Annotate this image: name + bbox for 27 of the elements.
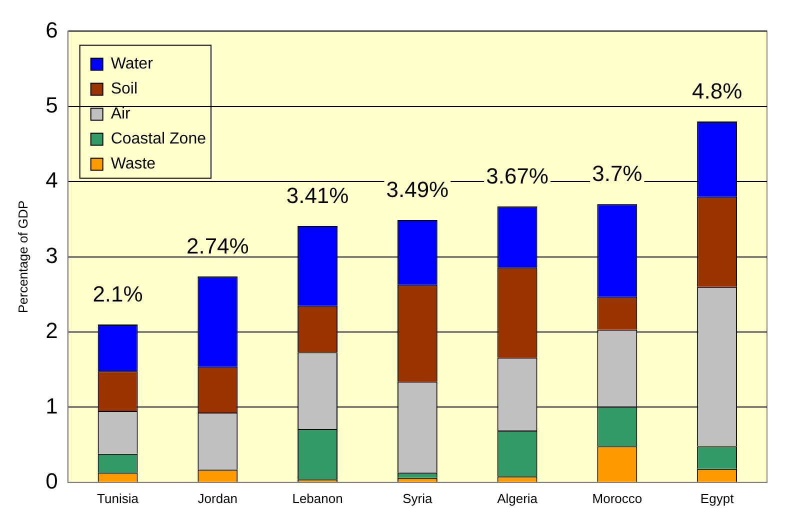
x-tick-label: Lebanon xyxy=(292,490,343,506)
y-tick-label: 1 xyxy=(46,393,58,418)
total-label: 2.1% xyxy=(92,282,143,307)
legend-label: Waste xyxy=(110,156,156,173)
x-tick-label: Algeria xyxy=(497,490,538,506)
y-tick-label: 2 xyxy=(46,318,58,344)
x-tick-label: Egypt xyxy=(700,490,734,506)
y-tick-label: 6 xyxy=(46,17,58,42)
legend-label: Water xyxy=(110,56,154,73)
total-label: 3.7% xyxy=(592,161,642,186)
y-tick-label: 0 xyxy=(46,468,58,494)
total-label: 3.67% xyxy=(486,163,548,188)
x-tick-label: Jordan xyxy=(198,490,238,506)
x-tick-label: Syria xyxy=(402,490,433,506)
x-tick-label: Tunisia xyxy=(97,490,140,506)
total-label: 3.41% xyxy=(286,183,349,208)
y-axis-title: Percentage of GDP xyxy=(15,200,30,314)
legend-label: Soil xyxy=(110,80,138,98)
total-label: 2.74% xyxy=(186,233,249,258)
y-tick-label: 3 xyxy=(46,242,58,268)
legend-label: Air xyxy=(110,106,132,123)
total-label: 4.8% xyxy=(692,78,742,104)
y-tick-label: 5 xyxy=(46,92,58,118)
x-tick-label: Morocco xyxy=(592,490,642,506)
legend-label: Coastal Zone xyxy=(110,130,206,148)
y-tick-label: 4 xyxy=(46,168,58,193)
total-label: 3.49% xyxy=(386,177,449,202)
